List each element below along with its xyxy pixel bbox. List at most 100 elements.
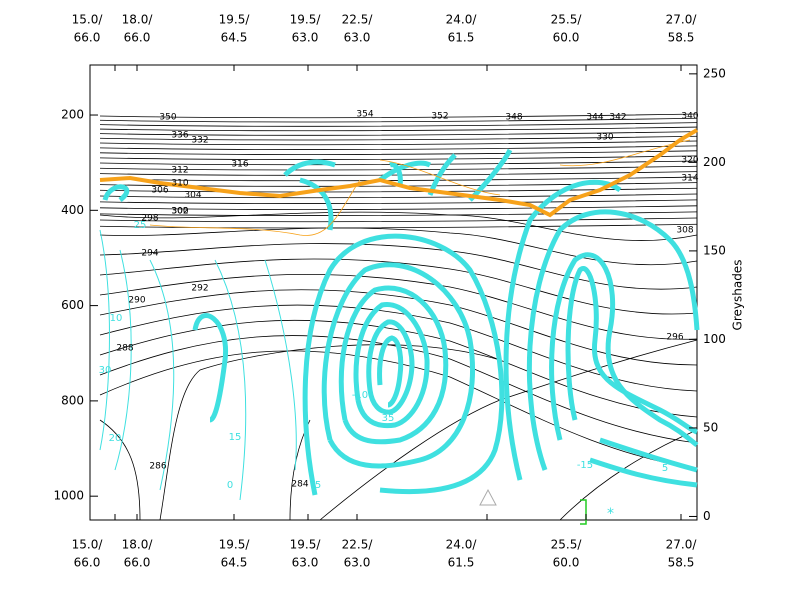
isentrope bbox=[99, 126, 698, 132]
isentrope bbox=[99, 199, 698, 204]
contour-label: 342 bbox=[609, 113, 626, 123]
x-tick-label: 15.0/ bbox=[72, 538, 104, 552]
y2-axis-label: Greyshades bbox=[731, 260, 745, 331]
isentrope bbox=[99, 165, 698, 171]
contour-label: 336 bbox=[171, 131, 188, 141]
contour-label: 5 bbox=[662, 463, 668, 474]
isentrope bbox=[99, 176, 698, 182]
x-tick-label: 58.5 bbox=[668, 556, 695, 570]
x-tick-label: 63.0 bbox=[344, 31, 371, 45]
x-tick-label: 66.0 bbox=[124, 556, 151, 570]
contour-label: 312 bbox=[171, 166, 188, 176]
contour-label: -15 bbox=[577, 460, 593, 471]
isentrope bbox=[99, 140, 698, 146]
isentrope bbox=[99, 350, 698, 470]
contour-label: 0 bbox=[227, 480, 233, 491]
x-tick-label: 61.5 bbox=[448, 31, 475, 45]
x-tick-label: 60.0 bbox=[553, 556, 580, 570]
contour-label: 314 bbox=[681, 174, 698, 184]
triangle-marker bbox=[479, 488, 497, 506]
contour-label: 330 bbox=[596, 133, 613, 143]
tropopause-thin bbox=[149, 139, 691, 236]
x-tick-label: 27.0/ bbox=[666, 538, 698, 552]
x-tick-label: 66.0 bbox=[74, 31, 101, 45]
x-tick-label: 15.0/ bbox=[72, 13, 104, 27]
contour-label: 308 bbox=[676, 226, 693, 236]
x-tick-label: 18.0/ bbox=[122, 13, 154, 27]
x-tick-label: 25.5/ bbox=[551, 13, 583, 27]
contour-label: 304 bbox=[184, 191, 201, 201]
x-tick-label: 64.5 bbox=[221, 31, 248, 45]
contour-label: 35 bbox=[382, 413, 395, 424]
asterisk: * bbox=[607, 506, 614, 522]
contour-label: 15 bbox=[229, 432, 242, 443]
plot-frame bbox=[89, 64, 698, 521]
x-tick-label: 19.5/ bbox=[219, 13, 251, 27]
x-tick-label: 18.0/ bbox=[122, 538, 154, 552]
isentrope bbox=[99, 217, 698, 223]
y-tick-label: 600 bbox=[61, 298, 84, 312]
contour-label: 20 bbox=[109, 433, 122, 444]
contour-label: 5 bbox=[315, 480, 321, 491]
contour-label: -10 bbox=[352, 390, 368, 401]
isentrope bbox=[99, 150, 698, 155]
x-tick-label: 25.5/ bbox=[551, 538, 583, 552]
y2-tick-label: 150 bbox=[703, 243, 726, 257]
isentrope bbox=[559, 429, 698, 521]
isentropes bbox=[99, 113, 698, 521]
isentrope bbox=[99, 135, 698, 141]
contour-label: 292 bbox=[191, 284, 208, 294]
contour-label: 302 bbox=[171, 207, 188, 217]
contour-label: 306 bbox=[151, 186, 168, 196]
contour-label: 310 bbox=[171, 179, 188, 189]
contour-label: 316 bbox=[231, 160, 248, 170]
y-tick-label: 800 bbox=[61, 393, 84, 407]
y2-tick-label: 200 bbox=[703, 155, 726, 169]
contour-label: 300 bbox=[171, 207, 188, 217]
isentrope bbox=[99, 319, 698, 418]
wind-contours bbox=[99, 148, 700, 501]
isentrope bbox=[99, 155, 698, 160]
y-tick-label: 1000 bbox=[53, 489, 84, 503]
contour-label: 352 bbox=[431, 112, 448, 122]
x-tick-label: 24.0/ bbox=[446, 13, 478, 27]
x-tick-label: 19.5/ bbox=[219, 538, 251, 552]
y2-tick-label: 100 bbox=[703, 332, 726, 346]
isentrope bbox=[99, 160, 698, 166]
x-tick-label: 63.0 bbox=[344, 556, 371, 570]
isentrope bbox=[99, 258, 698, 315]
isentrope bbox=[99, 227, 698, 266]
contour-label: 25 bbox=[134, 220, 147, 231]
tropopause-line bbox=[99, 128, 699, 218]
isentrope bbox=[99, 171, 698, 176]
contour-label: 350 bbox=[159, 113, 176, 123]
contour-label: 344 bbox=[586, 113, 603, 123]
contour-label: 332 bbox=[191, 136, 208, 146]
x-tick-label: 19.5/ bbox=[290, 13, 322, 27]
contour-label: 354 bbox=[356, 110, 373, 120]
isentrope bbox=[99, 117, 698, 123]
y2-tick-label: 50 bbox=[703, 420, 718, 434]
x-tick-label: 24.0/ bbox=[446, 538, 478, 552]
isentrope bbox=[99, 131, 698, 136]
contour-label: 296 bbox=[666, 333, 683, 343]
contour-label: 298 bbox=[141, 214, 158, 224]
contour-label: 284 bbox=[291, 480, 308, 490]
contour-label: 286 bbox=[149, 462, 166, 472]
x-tick-label: 63.0 bbox=[292, 556, 319, 570]
x-tick-label: 63.0 bbox=[292, 31, 319, 45]
y2-tick-label: 0 bbox=[703, 509, 711, 523]
contour-label: 10 bbox=[110, 313, 123, 324]
x-tick-label: 19.5/ bbox=[290, 538, 322, 552]
contour-label: 294 bbox=[141, 249, 158, 259]
y2-tick-label: 250 bbox=[703, 66, 726, 80]
isentrope bbox=[99, 419, 141, 521]
contour-label: 348 bbox=[505, 113, 522, 123]
contour-label: 340 bbox=[681, 112, 698, 122]
x-tick-label: 64.5 bbox=[221, 556, 248, 570]
x-tick-label: 61.5 bbox=[448, 556, 475, 570]
isentrope bbox=[99, 335, 698, 444]
isentrope bbox=[99, 113, 698, 119]
x-tick-label: 22.5/ bbox=[342, 538, 374, 552]
